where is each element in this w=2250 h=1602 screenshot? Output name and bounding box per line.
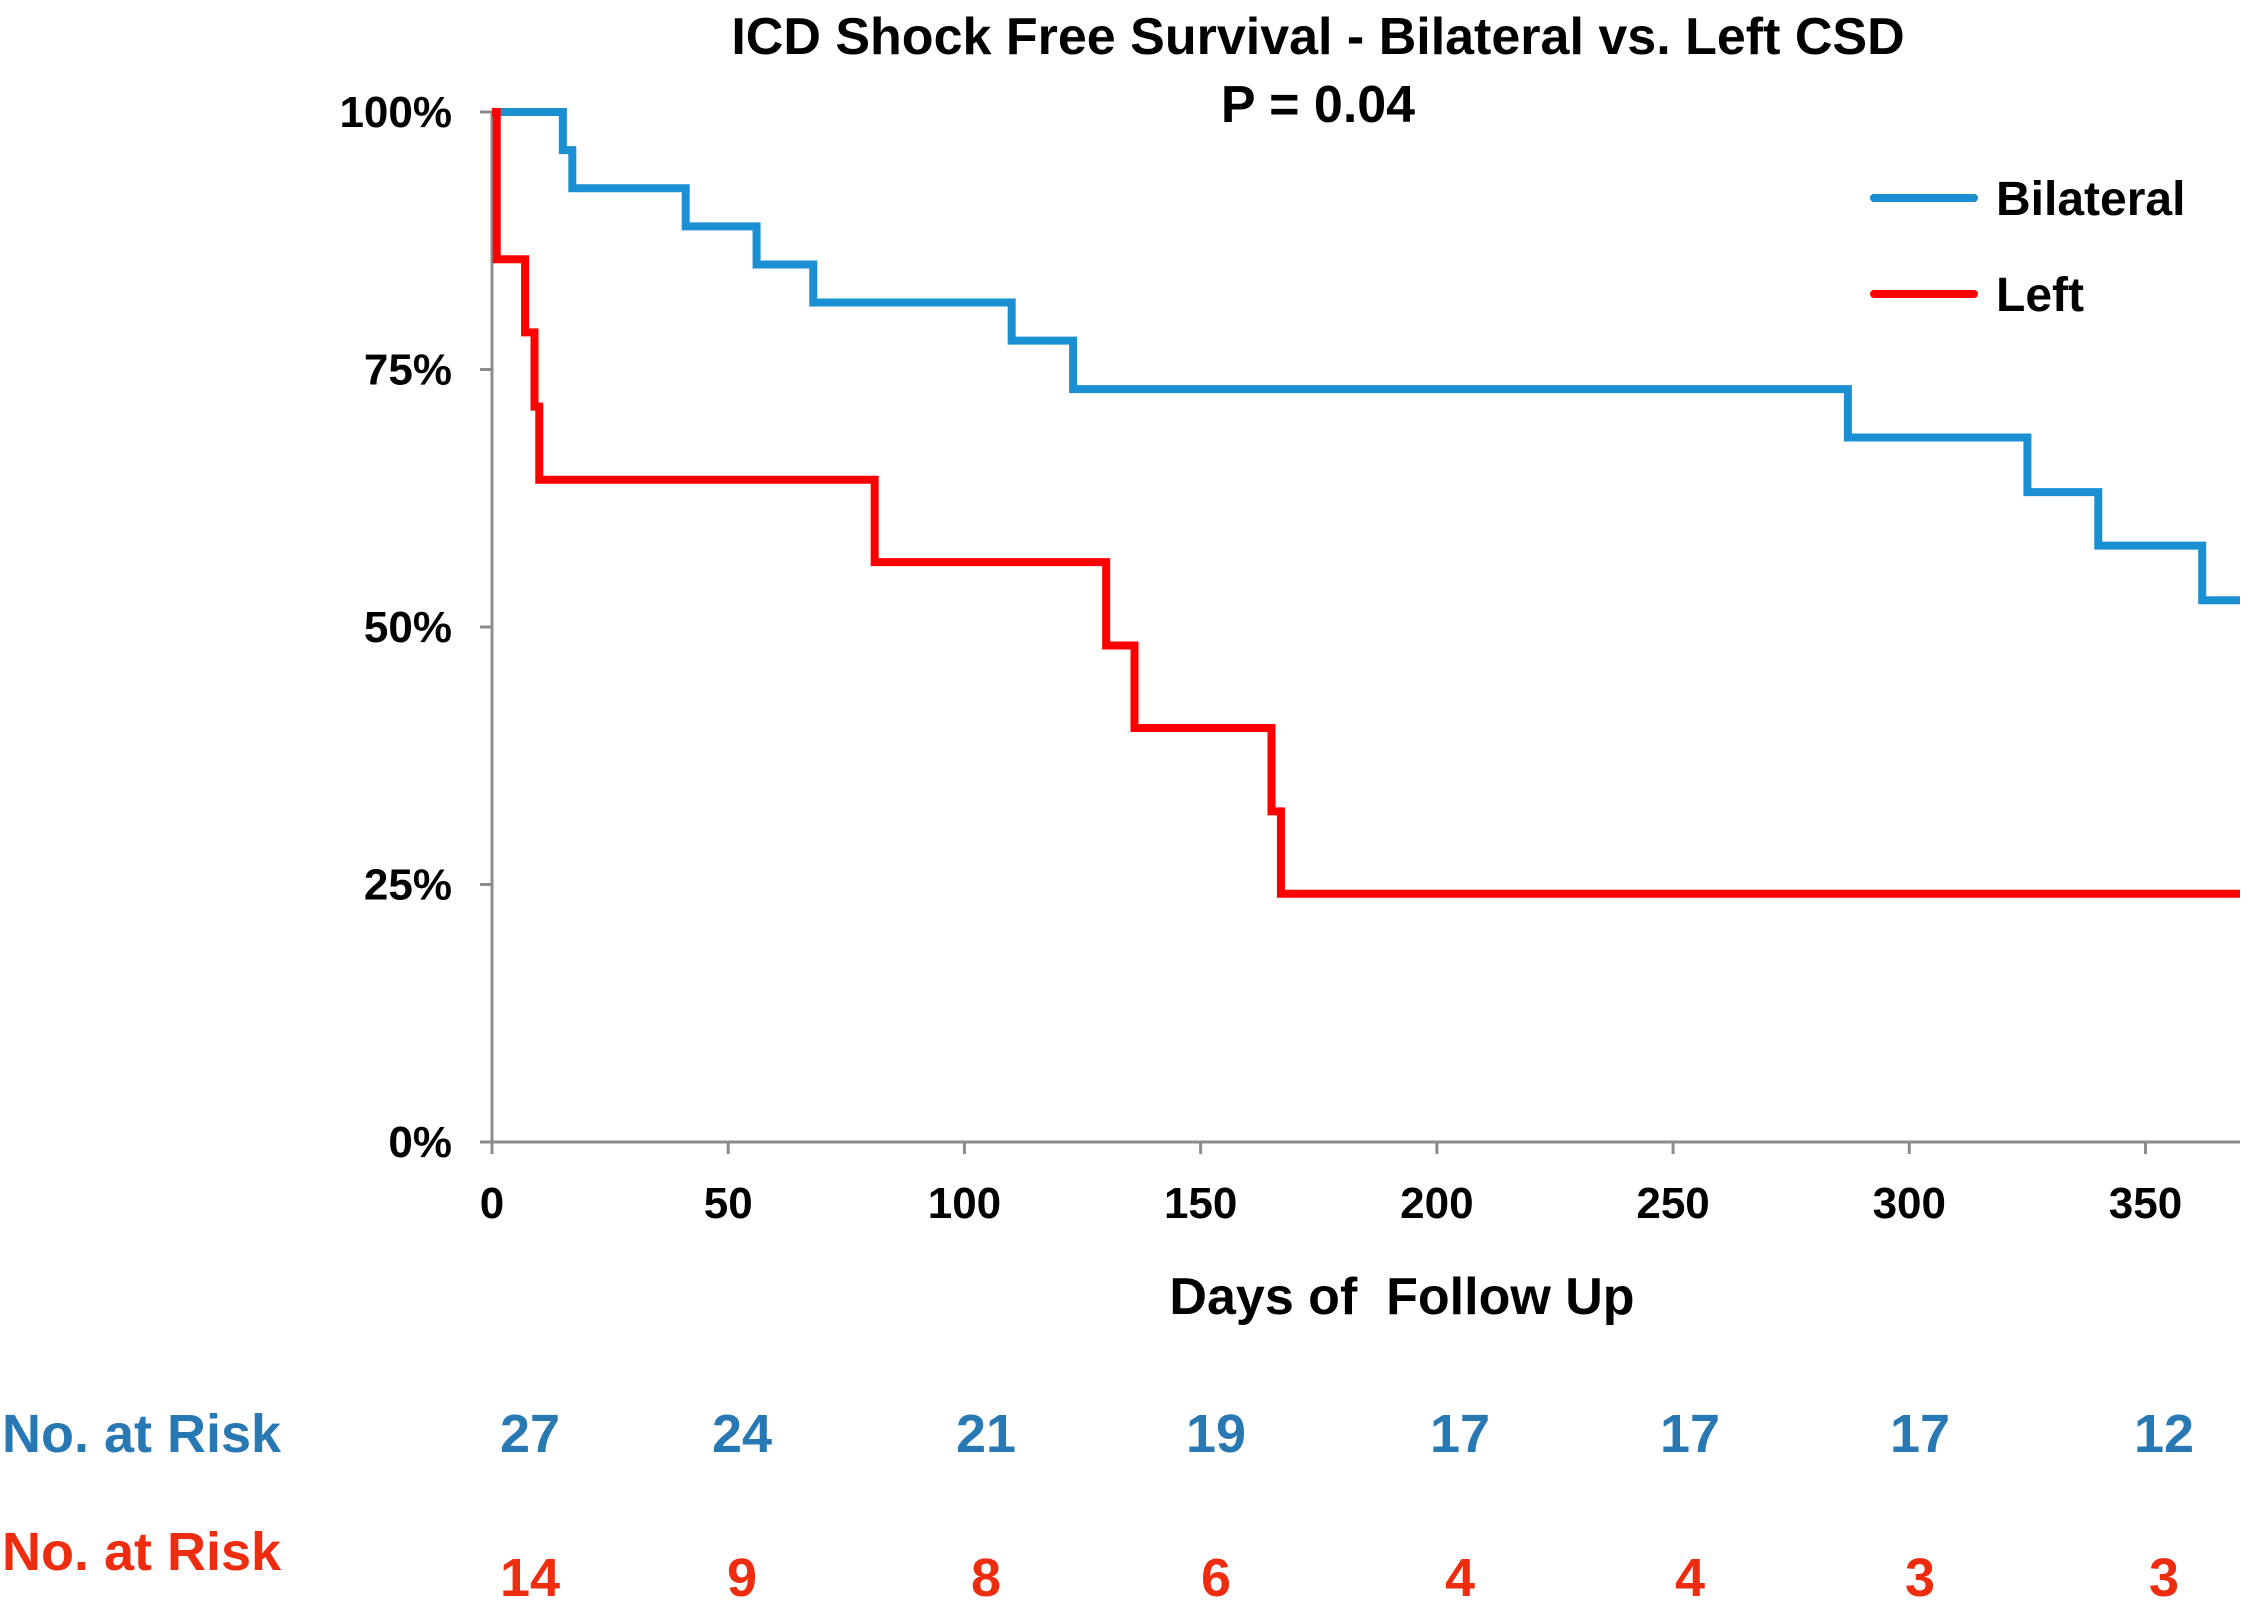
at-risk-value-left: 14 xyxy=(500,1548,560,1602)
series-lines xyxy=(492,108,2240,898)
chart-subtitle: P = 0.04 xyxy=(1221,76,1415,134)
y-tick-label: 50% xyxy=(364,603,452,652)
at-risk-table: No. at Risk 27 24 21 19 17 17 17 12 No. at Risk 14… xyxy=(2,1404,2194,1602)
at-risk-value-left: 4 xyxy=(1675,1548,1705,1602)
at-risk-label-bilateral: No. at Risk xyxy=(2,1404,282,1464)
series-line-left xyxy=(492,108,2240,898)
at-risk-value-bilateral: 24 xyxy=(712,1404,772,1464)
x-tick-label: 350 xyxy=(2109,1179,2182,1228)
legend: Bilateral Left xyxy=(1870,173,2185,322)
at-risk-value-left: 9 xyxy=(727,1548,757,1602)
y-tick-label: 25% xyxy=(364,861,452,910)
legend-label-left: Left xyxy=(1996,269,2084,322)
x-tick-label: 300 xyxy=(1873,1179,1946,1228)
y-tick-label: 100% xyxy=(339,88,452,137)
at-risk-value-bilateral: 19 xyxy=(1186,1404,1246,1464)
at-risk-value-bilateral: 21 xyxy=(956,1404,1016,1464)
at-risk-value-bilateral: 17 xyxy=(1430,1404,1490,1464)
x-tick-label: 50 xyxy=(704,1179,753,1228)
at-risk-value-left: 3 xyxy=(2149,1548,2179,1602)
x-axis-ticks: 0 50 100 150 200 250 300 350 xyxy=(480,1142,2182,1228)
at-risk-value-left: 8 xyxy=(971,1548,1001,1602)
at-risk-value-left: 3 xyxy=(1905,1548,1935,1602)
legend-label-bilateral: Bilateral xyxy=(1996,173,2185,226)
x-tick-label: 250 xyxy=(1636,1179,1709,1228)
at-risk-value-bilateral: 17 xyxy=(1660,1404,1720,1464)
at-risk-value-left: 4 xyxy=(1445,1548,1475,1602)
x-tick-label: 200 xyxy=(1400,1179,1473,1228)
at-risk-value-bilateral: 12 xyxy=(2134,1404,2194,1464)
at-risk-value-bilateral: 17 xyxy=(1890,1404,1950,1464)
y-tick-label: 75% xyxy=(364,346,452,395)
y-axis-ticks: 0% 25% 50% 75% 100% xyxy=(339,88,492,1167)
at-risk-value-left: 6 xyxy=(1201,1548,1231,1602)
series-line-bilateral xyxy=(492,108,2240,605)
at-risk-value-bilateral: 27 xyxy=(500,1404,560,1464)
x-tick-label: 0 xyxy=(480,1179,504,1228)
y-tick-label: 0% xyxy=(388,1118,452,1167)
at-risk-label-left: No. at Risk xyxy=(2,1522,282,1582)
x-axis-label: Days of Follow Up xyxy=(1169,1268,1634,1326)
chart-title: ICD Shock Free Survival - Bilateral vs. … xyxy=(731,8,1904,66)
x-tick-label: 100 xyxy=(928,1179,1001,1228)
x-tick-label: 150 xyxy=(1164,1179,1237,1228)
